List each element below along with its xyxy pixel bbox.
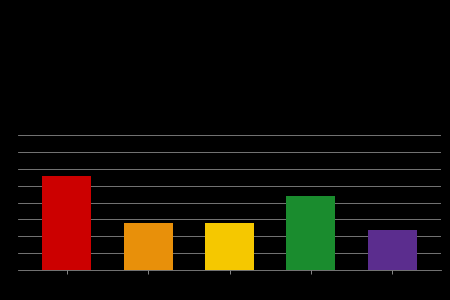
Bar	[368, 230, 417, 270]
Bar	[287, 196, 335, 270]
Bar	[124, 223, 172, 270]
Bar	[42, 176, 91, 270]
Bar	[205, 223, 254, 270]
